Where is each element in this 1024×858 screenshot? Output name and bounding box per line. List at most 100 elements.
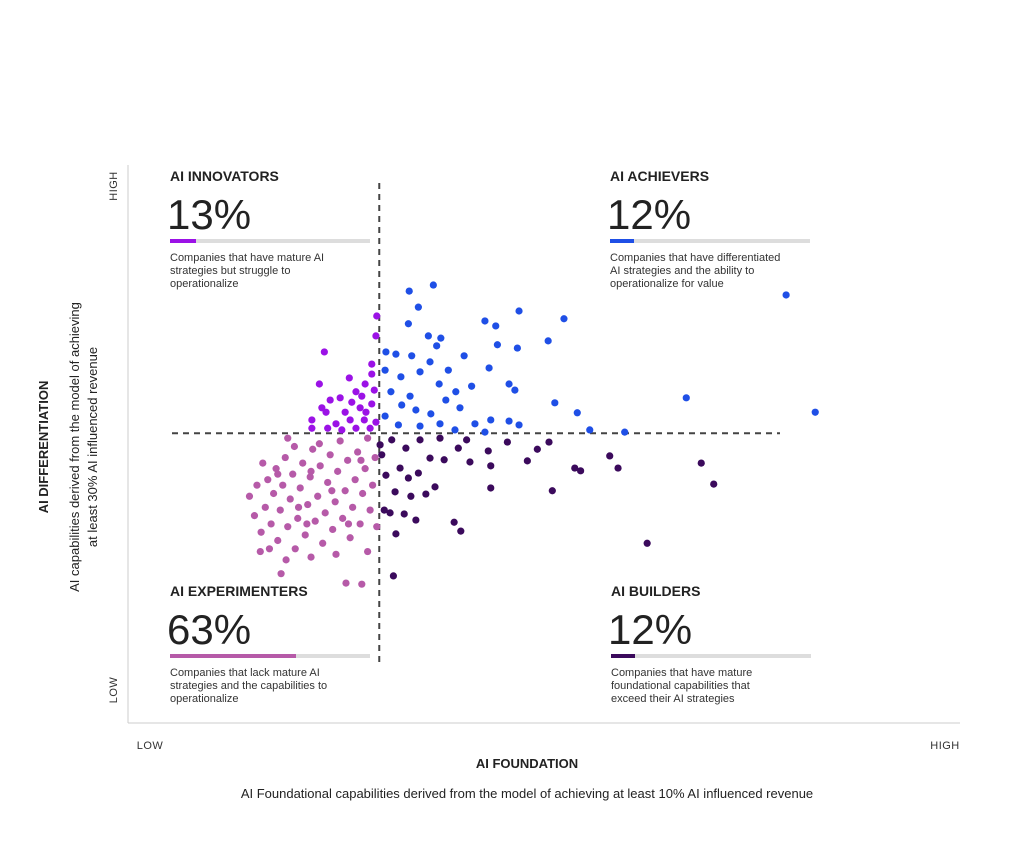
data-point xyxy=(304,500,312,509)
data-point xyxy=(389,572,398,580)
quadrant-name: AI EXPERIMENTERS xyxy=(170,583,308,599)
data-point xyxy=(281,453,289,462)
quadrant-description: operationalize for value xyxy=(610,278,724,290)
data-point xyxy=(382,471,390,479)
data-point xyxy=(468,382,476,390)
quadrant-name: AI ACHIEVERS xyxy=(610,168,709,184)
data-point xyxy=(274,470,282,478)
data-point xyxy=(404,474,412,482)
data-point xyxy=(511,386,519,394)
share-bar xyxy=(170,239,196,243)
data-point xyxy=(503,438,511,446)
data-point xyxy=(373,312,381,320)
data-point xyxy=(319,539,327,547)
data-point xyxy=(397,373,405,381)
y-high-label: HIGH xyxy=(108,171,120,201)
data-point xyxy=(290,442,298,451)
data-point xyxy=(320,348,328,356)
data-point xyxy=(294,503,303,511)
data-point xyxy=(481,317,489,325)
data-point xyxy=(253,481,261,489)
x-axis-subtitle: AI Foundational capabilities derived fro… xyxy=(241,786,813,801)
data-point xyxy=(371,453,379,462)
data-point xyxy=(381,412,389,420)
data-point xyxy=(533,445,541,453)
data-point xyxy=(369,481,377,489)
data-point xyxy=(345,374,353,382)
data-point xyxy=(523,457,531,465)
data-point xyxy=(346,416,354,424)
data-point xyxy=(382,348,390,356)
quadrant-share: 12% xyxy=(608,606,692,653)
data-point xyxy=(416,422,424,430)
quadrant-share: 13% xyxy=(167,191,251,238)
data-point xyxy=(276,506,284,514)
data-point xyxy=(586,426,594,434)
data-point xyxy=(357,456,365,464)
data-point xyxy=(451,426,459,434)
data-point xyxy=(284,434,292,442)
data-point xyxy=(257,528,265,536)
data-point xyxy=(460,352,468,360)
data-point xyxy=(424,332,432,340)
data-point xyxy=(407,492,415,500)
quadrant-description: strategies but struggle to xyxy=(170,265,290,277)
data-point xyxy=(299,459,307,467)
data-point xyxy=(358,392,366,400)
data-point xyxy=(431,483,439,491)
data-point xyxy=(315,380,323,388)
data-point xyxy=(359,489,367,498)
quadrant-description: Companies that lack mature AI xyxy=(170,667,320,679)
data-point xyxy=(412,516,420,524)
data-point xyxy=(308,416,316,424)
data-point xyxy=(360,416,368,424)
data-point xyxy=(326,396,334,404)
quadrant-description: Companies that have differentiated xyxy=(610,252,780,264)
data-point xyxy=(436,420,444,428)
data-point xyxy=(346,534,354,542)
share-bar xyxy=(170,654,296,658)
share-track xyxy=(610,239,810,243)
data-point xyxy=(306,473,314,481)
data-point xyxy=(356,520,364,528)
data-point xyxy=(388,436,396,444)
data-point xyxy=(485,364,493,372)
quadrant-description: operationalize xyxy=(170,693,239,705)
data-point xyxy=(811,408,819,416)
data-point xyxy=(414,469,422,477)
data-point xyxy=(250,512,259,520)
data-point xyxy=(376,441,384,449)
data-point xyxy=(606,452,614,460)
data-point xyxy=(505,380,513,388)
data-point xyxy=(378,451,386,459)
quadrant-share: 63% xyxy=(167,606,251,653)
data-point xyxy=(450,518,458,526)
data-point xyxy=(324,424,332,432)
data-point xyxy=(463,436,471,444)
data-point xyxy=(481,428,489,436)
data-point xyxy=(381,366,389,374)
y-low-label: LOW xyxy=(108,677,120,704)
data-point xyxy=(341,408,349,416)
data-point xyxy=(437,334,445,342)
data-point xyxy=(614,464,622,472)
data-point xyxy=(452,388,460,396)
data-point xyxy=(370,386,378,394)
data-point xyxy=(259,459,267,467)
data-point xyxy=(406,392,414,400)
data-point xyxy=(577,467,585,475)
y-axis-subtitle: AI capabilities derived from the model o… xyxy=(67,302,82,592)
data-point xyxy=(573,409,581,417)
data-point xyxy=(392,350,400,358)
data-point xyxy=(408,352,416,360)
data-point xyxy=(426,454,434,462)
data-point xyxy=(362,408,370,416)
data-point xyxy=(404,320,412,328)
data-point xyxy=(484,447,492,455)
data-point xyxy=(309,445,317,453)
data-point xyxy=(682,394,690,402)
data-point xyxy=(380,506,388,514)
quadrant-description: Companies that have mature AI xyxy=(170,252,324,264)
data-point xyxy=(544,337,552,345)
data-point xyxy=(356,404,364,412)
